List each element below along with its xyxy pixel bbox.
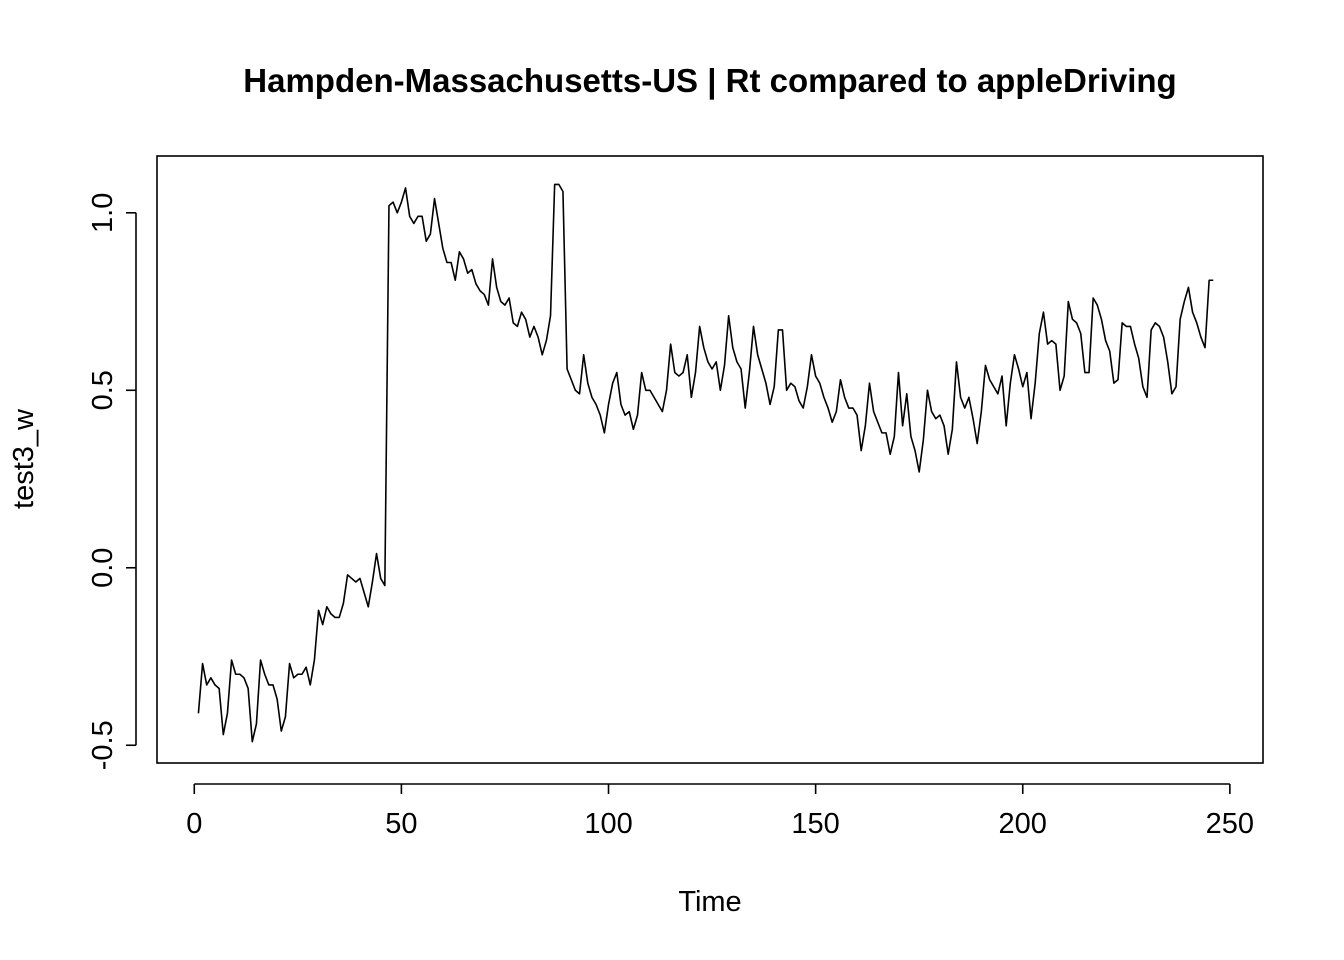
y-tick-label: -0.5 <box>87 720 119 770</box>
x-tick-label: 150 <box>791 808 839 840</box>
chart-title: Hampden-Massachusetts-US | Rt compared t… <box>243 62 1176 99</box>
x-tick-label: 200 <box>999 808 1047 840</box>
series-line <box>197 183 1214 743</box>
x-tick-label: 100 <box>584 808 632 840</box>
x-tick-label: 50 <box>385 808 417 840</box>
x-tick-label: 0 <box>186 808 202 840</box>
y-tick-label: 0.0 <box>87 548 119 588</box>
y-tick-label: 0.5 <box>87 370 119 410</box>
x-axis: 0 50 100 150 200 250 <box>186 783 1254 840</box>
x-tick-label: 250 <box>1206 808 1254 840</box>
plot-frame <box>156 155 1264 764</box>
y-tick-label: 1.0 <box>87 193 119 233</box>
y-axis-label: test3_w <box>8 408 40 509</box>
y-axis: -0.5 0.0 0.5 1.0 <box>87 193 137 770</box>
x-axis-label: Time <box>678 886 741 918</box>
